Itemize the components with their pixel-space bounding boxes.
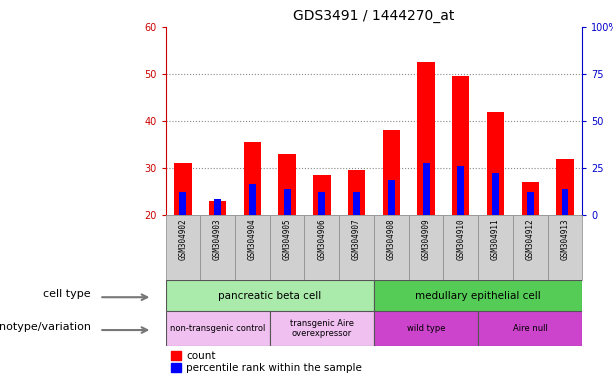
Bar — [457, 166, 464, 215]
Text: Aire null: Aire null — [513, 324, 547, 333]
Bar — [270, 311, 374, 346]
Bar — [209, 201, 226, 215]
Bar — [374, 215, 409, 280]
Text: GSM304909: GSM304909 — [422, 218, 430, 260]
Text: GSM304907: GSM304907 — [352, 218, 361, 260]
Bar — [166, 311, 270, 346]
Bar — [166, 280, 374, 311]
Text: GSM304911: GSM304911 — [491, 218, 500, 260]
Bar — [249, 184, 256, 215]
Bar — [478, 311, 582, 346]
Bar — [557, 159, 574, 215]
Title: GDS3491 / 1444270_at: GDS3491 / 1444270_at — [293, 9, 455, 23]
Bar — [478, 215, 513, 280]
Bar — [244, 142, 261, 215]
Bar — [305, 215, 339, 280]
Bar — [235, 215, 270, 280]
Bar — [547, 215, 582, 280]
Text: medullary epithelial cell: medullary epithelial cell — [415, 291, 541, 301]
Text: non-transgenic control: non-transgenic control — [170, 324, 265, 333]
Bar — [339, 215, 374, 280]
Bar — [417, 62, 435, 215]
Bar — [374, 280, 582, 311]
Bar — [374, 311, 478, 346]
Bar — [214, 199, 221, 215]
Bar — [562, 189, 568, 215]
Bar — [422, 163, 430, 215]
Bar — [388, 180, 395, 215]
Legend: count, percentile rank within the sample: count, percentile rank within the sample — [170, 351, 362, 373]
Bar — [487, 111, 504, 215]
Bar — [200, 215, 235, 280]
Bar — [513, 215, 547, 280]
Text: GSM304913: GSM304913 — [560, 218, 569, 260]
Bar — [527, 192, 534, 215]
Bar — [318, 192, 326, 215]
Bar — [452, 76, 470, 215]
Bar — [522, 182, 539, 215]
Text: genotype/variation: genotype/variation — [0, 321, 91, 332]
Bar — [284, 189, 291, 215]
Bar — [270, 215, 305, 280]
Bar — [166, 215, 200, 280]
Text: transgenic Aire
overexpressor: transgenic Aire overexpressor — [290, 319, 354, 338]
Text: GSM304906: GSM304906 — [318, 218, 326, 260]
Bar — [278, 154, 296, 215]
Text: wild type: wild type — [407, 324, 445, 333]
Text: GSM304903: GSM304903 — [213, 218, 222, 260]
Bar — [409, 215, 443, 280]
Text: GSM304904: GSM304904 — [248, 218, 257, 260]
Bar — [383, 130, 400, 215]
Text: GSM304910: GSM304910 — [456, 218, 465, 260]
Text: GSM304905: GSM304905 — [283, 218, 292, 260]
Text: pancreatic beta cell: pancreatic beta cell — [218, 291, 321, 301]
Text: GSM304902: GSM304902 — [178, 218, 188, 260]
Text: GSM304912: GSM304912 — [526, 218, 535, 260]
Text: GSM304908: GSM304908 — [387, 218, 396, 260]
Bar — [174, 163, 192, 215]
Bar — [492, 173, 499, 215]
Bar — [353, 192, 360, 215]
Bar — [443, 215, 478, 280]
Bar — [180, 192, 186, 215]
Bar — [313, 175, 330, 215]
Text: cell type: cell type — [44, 289, 91, 299]
Bar — [348, 170, 365, 215]
